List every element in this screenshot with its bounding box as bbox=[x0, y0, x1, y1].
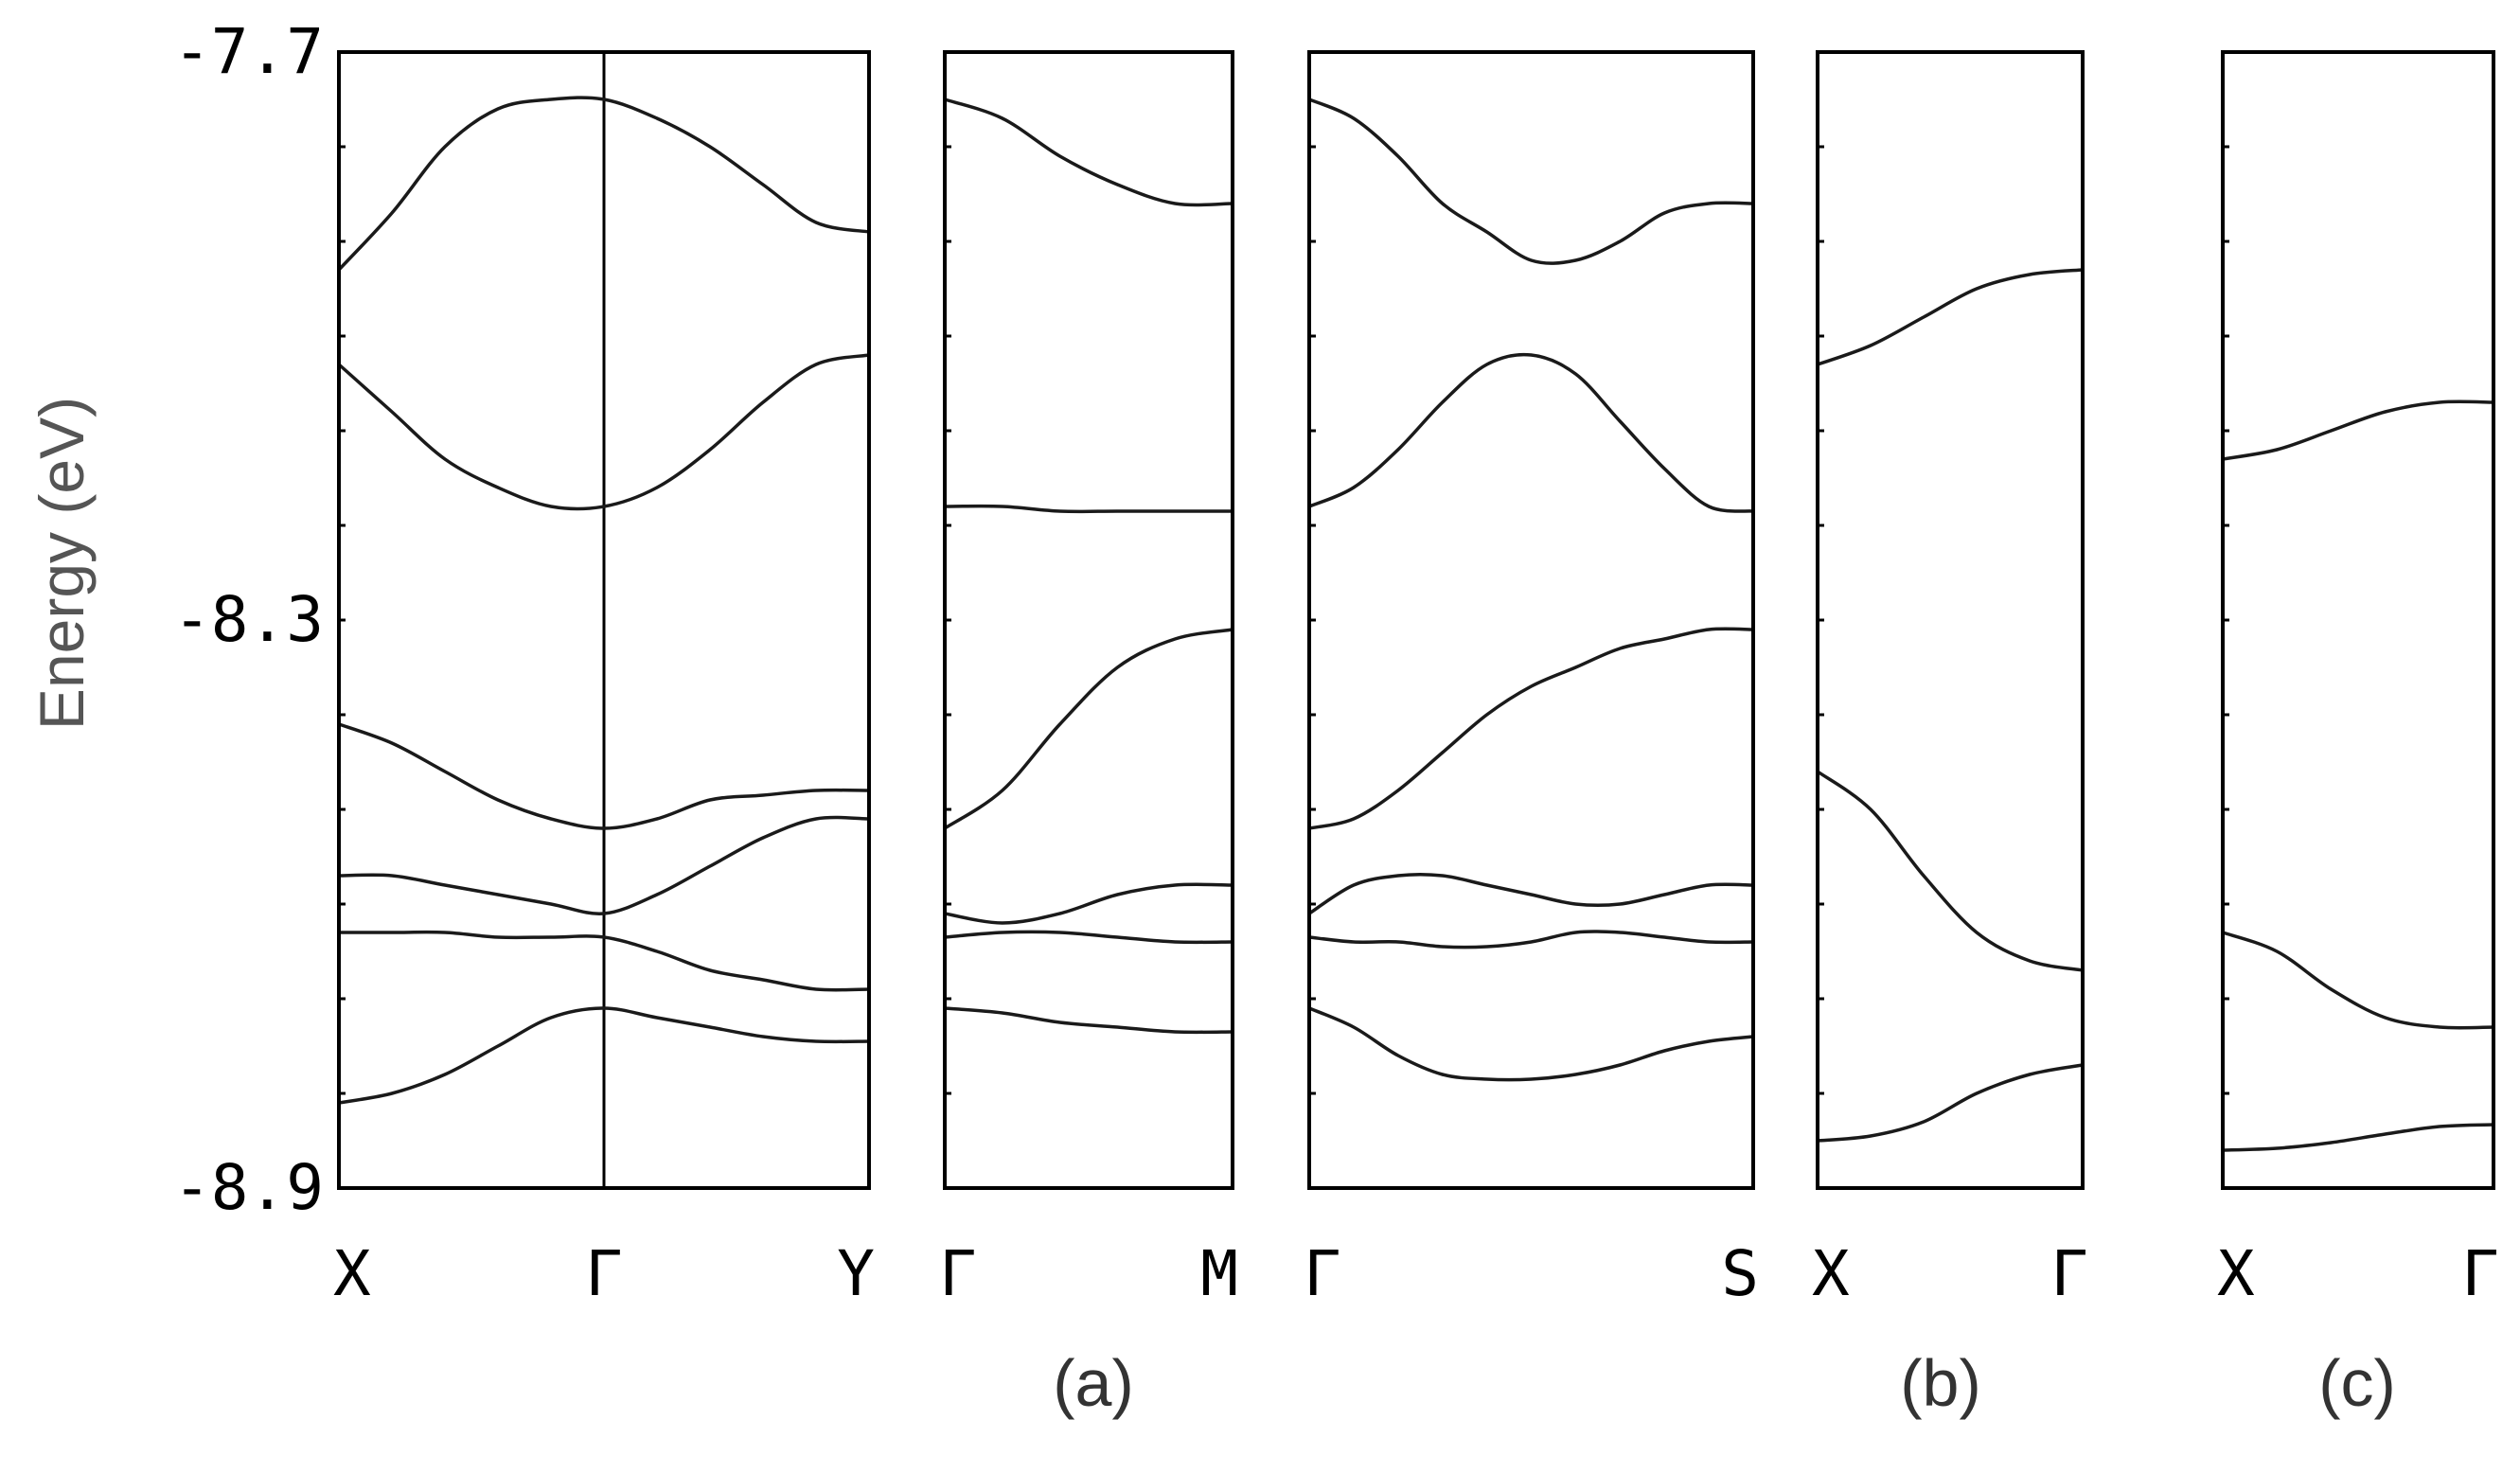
panel-frame bbox=[2221, 50, 2495, 1190]
panel-label: (c) bbox=[2318, 1346, 2396, 1420]
k-point-label: Γ bbox=[585, 1237, 623, 1310]
panel-frame bbox=[1816, 50, 2085, 1190]
band-line-1 bbox=[1817, 268, 2084, 366]
band-line-3 bbox=[338, 722, 870, 830]
band-line-2 bbox=[337, 353, 870, 511]
y-tick-label: -8.9 bbox=[173, 1151, 324, 1224]
k-point-label: Γ bbox=[939, 1237, 977, 1310]
k-point-label: Y bbox=[837, 1237, 875, 1310]
band-line-3 bbox=[2222, 1123, 2494, 1152]
y-axis-title: Energy (eV) bbox=[27, 397, 97, 730]
band-line-2 bbox=[2222, 931, 2494, 1030]
band-line-6 bbox=[1308, 1006, 1754, 1082]
band-line-4 bbox=[944, 882, 1233, 925]
band-line-1 bbox=[944, 98, 1233, 207]
band-line-1 bbox=[1308, 98, 1754, 265]
y-tick-layer: -7.7 -8.3 -8.9 bbox=[173, 15, 324, 1224]
band-line-2 bbox=[944, 504, 1233, 514]
band-line-4 bbox=[1308, 872, 1754, 915]
panel-frame bbox=[1307, 50, 1755, 1190]
panel-label: (b) bbox=[1900, 1346, 1981, 1420]
panel-frame bbox=[943, 50, 1234, 1190]
panel-label-layer: (a) (b) (c) bbox=[1053, 1346, 2396, 1420]
k-point-label: S bbox=[1721, 1237, 1759, 1310]
panel-label: (a) bbox=[1053, 1346, 1134, 1420]
panel-frame bbox=[337, 50, 871, 1190]
band-line-5 bbox=[944, 930, 1233, 945]
k-point-label: X bbox=[1812, 1237, 1850, 1310]
band-line-6 bbox=[338, 1006, 870, 1105]
k-point-label: Γ bbox=[2050, 1237, 2088, 1310]
k-point-label: M bbox=[1200, 1237, 1238, 1310]
band-line-6 bbox=[944, 1006, 1233, 1035]
k-point-label: X bbox=[2217, 1237, 2255, 1310]
band-line-3 bbox=[944, 628, 1233, 830]
y-tick-label: -7.7 bbox=[173, 15, 324, 88]
band-line-5 bbox=[1308, 930, 1754, 949]
k-point-label: Γ bbox=[1304, 1237, 1341, 1310]
band-line-2 bbox=[1308, 352, 1754, 513]
y-tick-label: -8.3 bbox=[173, 583, 324, 656]
k-point-label: X bbox=[333, 1237, 371, 1310]
band-line-3 bbox=[1308, 627, 1754, 830]
band-line-3 bbox=[1817, 1063, 2084, 1143]
band-line-5 bbox=[339, 930, 870, 992]
k-point-label: Γ bbox=[2461, 1237, 2499, 1310]
band-line-1 bbox=[337, 96, 870, 272]
band-line-1 bbox=[2222, 399, 2494, 461]
band-line-4 bbox=[338, 815, 870, 915]
band-line-2 bbox=[1816, 770, 2084, 972]
